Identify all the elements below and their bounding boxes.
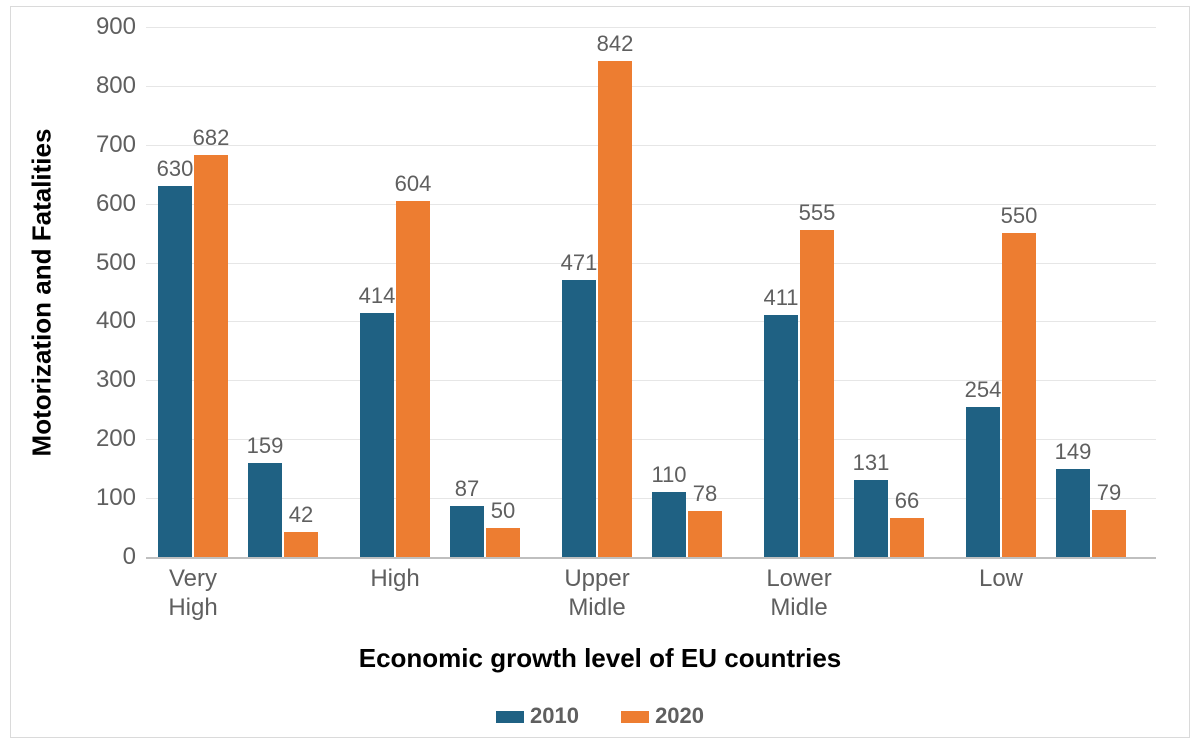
bar-value-label: 411 bbox=[763, 285, 798, 311]
category-label: Upper Midle bbox=[564, 565, 629, 623]
chart-frame: Motorization and Fatalities 0 100 200 300 40… bbox=[10, 6, 1190, 738]
bar-value-label: 131 bbox=[853, 450, 890, 476]
legend-item-2020: 2020 bbox=[621, 703, 704, 729]
bar bbox=[652, 492, 686, 557]
plot-area: 630 682 159 42 414 604 87 50 471 842 110 78 411 555 13… bbox=[146, 27, 1156, 559]
bar-value-label: 471 bbox=[561, 250, 598, 276]
bar bbox=[890, 518, 924, 557]
bar bbox=[1002, 233, 1036, 557]
bar bbox=[764, 315, 798, 557]
y-tick-label: 800 bbox=[76, 72, 136, 100]
y-tick-label: 500 bbox=[76, 249, 136, 277]
bar bbox=[966, 407, 1000, 557]
bar-value-label: 66 bbox=[895, 488, 919, 514]
bar bbox=[800, 230, 834, 557]
bar bbox=[284, 532, 318, 557]
bar-value-label: 842 bbox=[597, 31, 634, 57]
category-label: Low bbox=[979, 565, 1023, 594]
bar bbox=[486, 528, 520, 557]
legend: 2010 2020 bbox=[11, 703, 1189, 729]
bar bbox=[854, 480, 888, 557]
y-tick-label: 300 bbox=[76, 366, 136, 394]
bar bbox=[194, 155, 228, 557]
bar bbox=[1092, 510, 1126, 557]
y-tick-label: 100 bbox=[76, 484, 136, 512]
bar-value-label: 42 bbox=[289, 502, 313, 528]
bar bbox=[360, 313, 394, 557]
bar-value-label: 604 bbox=[395, 171, 432, 197]
bar bbox=[688, 511, 722, 557]
bar-value-label: 254 bbox=[965, 377, 1002, 403]
bar-value-label: 555 bbox=[799, 200, 836, 226]
category-label: High bbox=[370, 565, 419, 594]
legend-label-2010: 2010 bbox=[530, 703, 579, 728]
bar-value-label: 682 bbox=[193, 125, 230, 151]
y-axis-title-text: Motorization and Fatalities bbox=[27, 128, 58, 456]
bar-value-label: 550 bbox=[1001, 203, 1038, 229]
bar bbox=[450, 506, 484, 557]
bar bbox=[158, 186, 192, 557]
bar-value-label: 149 bbox=[1055, 439, 1092, 465]
gridline bbox=[146, 27, 1156, 28]
category-label: Very High bbox=[168, 565, 217, 623]
x-axis-title: Economic growth level of EU countries bbox=[11, 643, 1189, 674]
y-tick-label: 400 bbox=[76, 307, 136, 335]
bar-value-label: 87 bbox=[455, 476, 479, 502]
bar bbox=[396, 201, 430, 557]
bar-value-label: 414 bbox=[359, 283, 396, 309]
legend-swatch-2010 bbox=[496, 711, 524, 723]
bar-value-label: 78 bbox=[693, 481, 717, 507]
bar bbox=[562, 280, 596, 557]
y-tick-label: 700 bbox=[76, 131, 136, 159]
y-tick-label: 0 bbox=[76, 543, 136, 571]
category-label: Lower Midle bbox=[766, 565, 831, 623]
bar-value-label: 110 bbox=[651, 462, 686, 488]
y-axis-title: Motorization and Fatalities bbox=[21, 7, 63, 577]
legend-item-2010: 2010 bbox=[496, 703, 579, 729]
legend-label-2020: 2020 bbox=[655, 703, 704, 728]
bar bbox=[598, 61, 632, 557]
y-tick-label: 600 bbox=[76, 190, 136, 218]
legend-swatch-2020 bbox=[621, 711, 649, 723]
x-axis-title-text: Economic growth level of EU countries bbox=[359, 643, 842, 673]
bar bbox=[248, 463, 282, 557]
gridline bbox=[146, 86, 1156, 87]
gridline bbox=[146, 145, 1156, 146]
bar bbox=[1056, 469, 1090, 557]
bar-value-label: 159 bbox=[247, 433, 284, 459]
bar-value-label: 630 bbox=[157, 156, 194, 182]
bar-value-label: 79 bbox=[1097, 480, 1121, 506]
y-tick-label: 200 bbox=[76, 425, 136, 453]
y-tick-label: 900 bbox=[76, 13, 136, 41]
bar-value-label: 50 bbox=[491, 498, 515, 524]
